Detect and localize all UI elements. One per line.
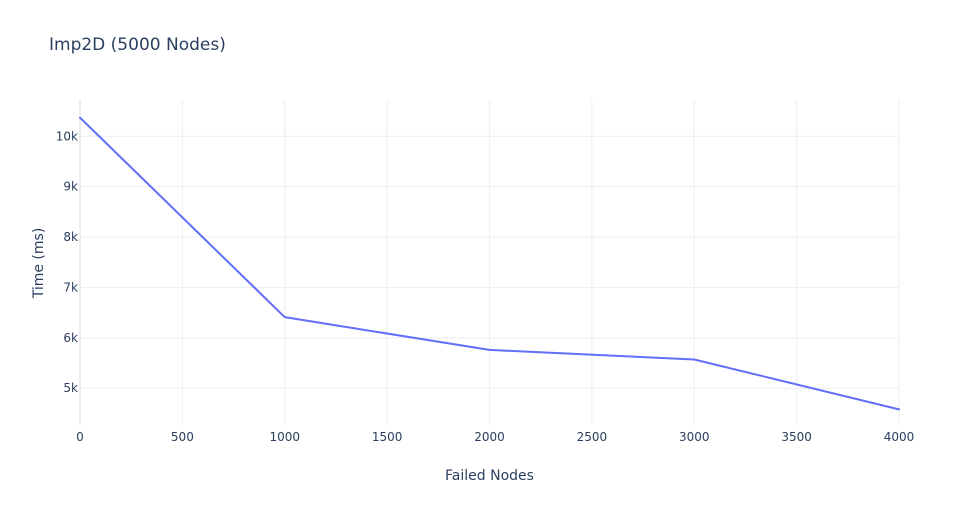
x-tick-label: 4000 — [884, 430, 915, 444]
y-tick-label: 6k — [63, 331, 78, 345]
y-tick-label: 9k — [63, 180, 78, 194]
x-tick-label: 2500 — [577, 430, 608, 444]
y-tick-label: 7k — [63, 280, 78, 294]
x-tick-label: 1000 — [269, 430, 300, 444]
x-axis-ticks: 0 500 1000 1500 2000 2500 3000 3500 4000 — [76, 430, 914, 444]
chart-title: Imp2D (5000 Nodes) — [49, 35, 226, 55]
x-axis-title: Failed Nodes — [445, 468, 534, 484]
x-tick-label: 0 — [76, 430, 84, 444]
series-layer — [79, 116, 900, 411]
series-line — [79, 116, 900, 411]
y-tick-label: 5k — [63, 381, 78, 395]
y-tick-label: 10k — [56, 129, 78, 143]
x-tick-label: 3500 — [781, 430, 812, 444]
gridlines — [79, 100, 900, 425]
x-tick-label: 1500 — [372, 430, 403, 444]
y-axis-title: Time (ms) — [31, 228, 47, 300]
x-tick-label: 2000 — [474, 430, 505, 444]
x-tick-label: 500 — [171, 430, 194, 444]
y-axis-ticks: 5k 6k 7k 8k 9k 10k — [56, 129, 78, 395]
x-tick-label: 3000 — [679, 430, 710, 444]
y-tick-label: 8k — [63, 230, 78, 244]
